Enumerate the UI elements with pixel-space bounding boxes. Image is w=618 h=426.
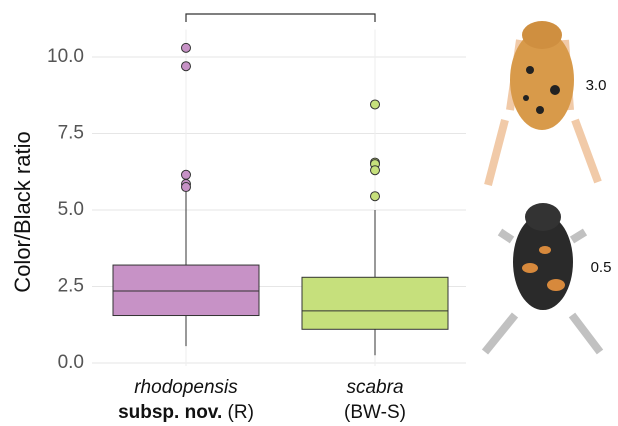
significance-bracket xyxy=(185,13,376,22)
box xyxy=(112,264,260,317)
annotation: 0.5 xyxy=(591,259,612,276)
label-part: (R) xyxy=(228,402,254,423)
outlier xyxy=(181,182,191,193)
frog-image xyxy=(484,21,602,187)
outlier xyxy=(181,42,191,53)
annotation: 3.0 xyxy=(586,77,607,94)
label-part: rhodopensis xyxy=(134,377,238,398)
box xyxy=(301,276,449,330)
y-tick-label: 5.0 xyxy=(58,199,84,220)
outlier xyxy=(181,169,191,180)
x-tick-label: subsp. nov. (R) xyxy=(118,402,254,423)
x-tick-label: (BW-S) xyxy=(344,402,406,423)
outlier xyxy=(370,191,380,202)
outlier xyxy=(370,99,380,110)
outlier xyxy=(181,61,191,72)
x-tick-label: scabra xyxy=(346,377,403,398)
y-tick-label: 0.0 xyxy=(58,352,84,373)
label-part: subsp. nov. xyxy=(118,402,222,423)
outlier xyxy=(370,165,380,176)
y-tick-label: 2.5 xyxy=(58,275,84,296)
y-tick-label: 7.5 xyxy=(58,123,84,144)
frog-image xyxy=(481,203,604,355)
x-tick-label: rhodopensis xyxy=(134,377,238,398)
y-axis-label: Color/Black ratio xyxy=(10,131,35,292)
y-tick-label: 10.0 xyxy=(47,46,84,67)
